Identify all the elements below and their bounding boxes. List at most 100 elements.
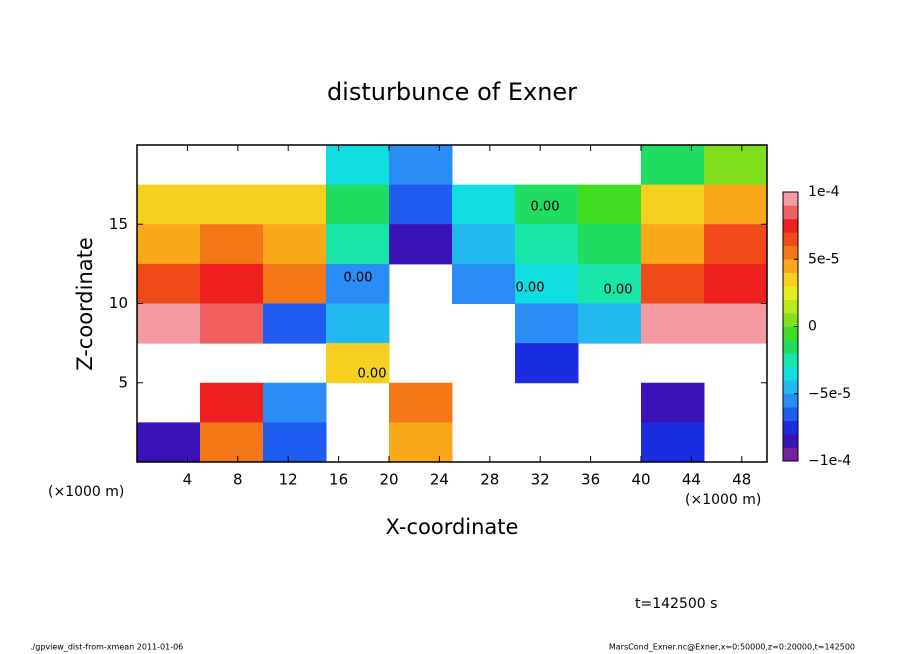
cell bbox=[704, 303, 768, 344]
x-unit: (×1000 m) bbox=[685, 492, 761, 508]
cell bbox=[641, 382, 705, 423]
cell bbox=[200, 422, 264, 463]
cell bbox=[515, 343, 579, 384]
x-tick-label: 32 bbox=[531, 471, 550, 489]
colorbar-band bbox=[783, 272, 798, 287]
cell bbox=[263, 263, 327, 304]
x-tick-label: 4 bbox=[183, 471, 193, 489]
cell bbox=[389, 422, 453, 463]
colorbar-tick-label: −5e-5 bbox=[808, 386, 851, 402]
cell bbox=[515, 303, 579, 344]
x-tick-label: 24 bbox=[430, 471, 449, 489]
cell bbox=[326, 343, 390, 384]
cell bbox=[704, 263, 768, 304]
x-tick-label: 8 bbox=[233, 471, 243, 489]
cell bbox=[263, 184, 327, 225]
footer: MarsCond_Exner.nc@Exner,x=0:50000,z=0:20… bbox=[609, 643, 855, 652]
cell bbox=[389, 224, 453, 265]
cell bbox=[200, 303, 264, 344]
cell bbox=[263, 422, 327, 463]
colorbar-band bbox=[783, 299, 798, 314]
time-label: t=142500 s bbox=[635, 596, 717, 612]
y-axis-label: Z-coordinate bbox=[73, 237, 97, 371]
colorbar-tick-label: −1e-4 bbox=[808, 453, 851, 469]
y-tick-label: 15 bbox=[109, 215, 128, 233]
cell bbox=[641, 263, 705, 304]
cell bbox=[200, 263, 264, 304]
contour-label: 0.00 bbox=[604, 283, 633, 298]
contour-label: 0.00 bbox=[344, 271, 373, 286]
cell bbox=[578, 184, 642, 225]
cell bbox=[137, 422, 201, 463]
x-tick-label: 48 bbox=[732, 471, 751, 489]
colorbar-band bbox=[783, 218, 798, 233]
colorbar-band bbox=[783, 313, 798, 327]
cell bbox=[137, 224, 201, 265]
contour-label: 0.00 bbox=[531, 200, 560, 215]
cell bbox=[263, 224, 327, 265]
colorbar-band bbox=[783, 192, 798, 206]
cell bbox=[200, 382, 264, 423]
cell bbox=[263, 382, 327, 423]
x-tick-label: 12 bbox=[279, 471, 298, 489]
colorbar-band bbox=[783, 447, 798, 462]
colorbar-band bbox=[783, 326, 798, 341]
colorbar-band bbox=[783, 366, 798, 381]
cell bbox=[452, 263, 516, 304]
colorbar-band bbox=[783, 353, 798, 368]
cell bbox=[137, 263, 201, 304]
colorbar-tick-label: 5e-5 bbox=[808, 251, 839, 267]
cell bbox=[578, 303, 642, 344]
x-tick-label: 16 bbox=[329, 471, 348, 489]
colorbar-band bbox=[783, 380, 798, 395]
cell bbox=[389, 382, 453, 423]
chart-title: disturbunce of Exner bbox=[327, 78, 577, 106]
colorbar-band bbox=[783, 339, 798, 354]
cell bbox=[515, 263, 579, 304]
colorbar-band bbox=[783, 434, 798, 448]
cell bbox=[452, 224, 516, 265]
cell bbox=[326, 263, 390, 304]
cell bbox=[641, 303, 705, 344]
x-tick-label: 36 bbox=[581, 471, 600, 489]
cell bbox=[704, 184, 768, 225]
contour-label: 0.00 bbox=[358, 367, 387, 382]
x-axis-label: X-coordinate bbox=[386, 515, 519, 539]
colorbar-band bbox=[783, 205, 798, 220]
cell bbox=[326, 145, 390, 186]
colorbar-band bbox=[783, 286, 798, 300]
cell bbox=[704, 224, 768, 265]
cell bbox=[137, 184, 201, 225]
colorbar-band bbox=[783, 232, 798, 247]
cell bbox=[578, 224, 642, 265]
x-tick-label: 44 bbox=[682, 471, 701, 489]
cell bbox=[137, 303, 201, 344]
y-tick-label: 5 bbox=[118, 373, 128, 391]
x-tick-label: 28 bbox=[480, 471, 499, 489]
cell bbox=[578, 263, 642, 304]
colorbar-band bbox=[783, 393, 798, 408]
x-tick-label: 20 bbox=[379, 471, 398, 489]
cell bbox=[641, 224, 705, 265]
x-unit: (×1000 m) bbox=[48, 484, 124, 500]
cell bbox=[641, 145, 705, 186]
colorbar-tick-label: 1e-4 bbox=[808, 184, 840, 200]
cell bbox=[389, 145, 453, 186]
cell bbox=[704, 145, 768, 186]
colorbar-band bbox=[783, 420, 798, 435]
cell bbox=[200, 184, 264, 225]
colorbar-tick-label: 0 bbox=[808, 319, 817, 335]
x-tick-label: 40 bbox=[631, 471, 650, 489]
cell bbox=[200, 224, 264, 265]
contour-label: 0.00 bbox=[516, 281, 545, 296]
cell bbox=[641, 184, 705, 225]
cell bbox=[641, 422, 705, 463]
footer: ./gpview_dist-from-xmean 2011-01-06 bbox=[30, 643, 183, 652]
cell bbox=[326, 303, 390, 344]
y-tick-label: 10 bbox=[109, 294, 128, 312]
colorbar-band bbox=[783, 407, 798, 421]
cell bbox=[515, 184, 579, 225]
cell bbox=[515, 224, 579, 265]
